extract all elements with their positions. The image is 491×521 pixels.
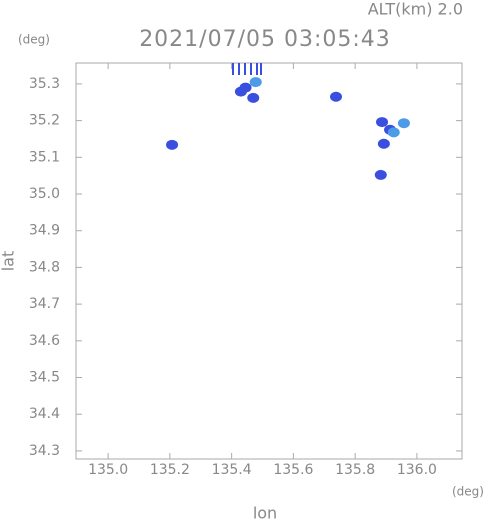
- echo-cell: [239, 82, 252, 93]
- echo-cell: [374, 169, 387, 180]
- y-tick-label: 34.7: [29, 296, 60, 312]
- echo-cell: [247, 92, 260, 103]
- echo-cell: [377, 138, 390, 149]
- plot-frame: [75, 62, 463, 460]
- echo-cell: [249, 77, 262, 88]
- x-unit: (deg): [452, 485, 484, 499]
- echo-streak: [256, 63, 258, 75]
- echo-streak: [232, 63, 234, 75]
- echo-cell: [330, 91, 343, 102]
- y-tick-label: 34.3: [29, 443, 60, 459]
- echo-streak: [250, 63, 252, 75]
- chart-title: 2021/07/05 03:05:43: [139, 27, 391, 52]
- x-axis-label: lon: [253, 504, 277, 521]
- x-tick-label: 135.6: [273, 462, 313, 478]
- x-tick-label: 136.0: [397, 462, 437, 478]
- y-tick-label: 34.4: [29, 406, 60, 422]
- x-tick-label: 135.2: [150, 462, 190, 478]
- x-tick-label: 135.8: [335, 462, 375, 478]
- y-tick-label: 35.0: [29, 186, 60, 202]
- y-tick-label: 34.9: [29, 223, 60, 239]
- x-tick-label: 135.0: [88, 462, 128, 478]
- altitude-label: ALT(km) 2.0: [368, 0, 463, 19]
- echo-cell: [397, 118, 410, 129]
- echo-cell: [166, 139, 179, 150]
- y-tick-label: 34.8: [29, 259, 60, 275]
- echo-streak: [238, 63, 240, 75]
- y-unit: (deg): [18, 33, 50, 47]
- y-axis-label: lat: [0, 251, 18, 272]
- echo-cell: [376, 117, 389, 128]
- echo-streak: [244, 63, 246, 75]
- x-tick-label: 135.4: [212, 462, 252, 478]
- y-tick-label: 35.3: [29, 76, 60, 92]
- y-tick-label: 34.6: [29, 333, 60, 349]
- y-tick-label: 34.5: [29, 370, 60, 386]
- y-tick-label: 35.1: [29, 149, 60, 165]
- echo-cell: [387, 127, 400, 138]
- echo-streak: [260, 63, 262, 75]
- y-tick-label: 35.2: [29, 113, 60, 129]
